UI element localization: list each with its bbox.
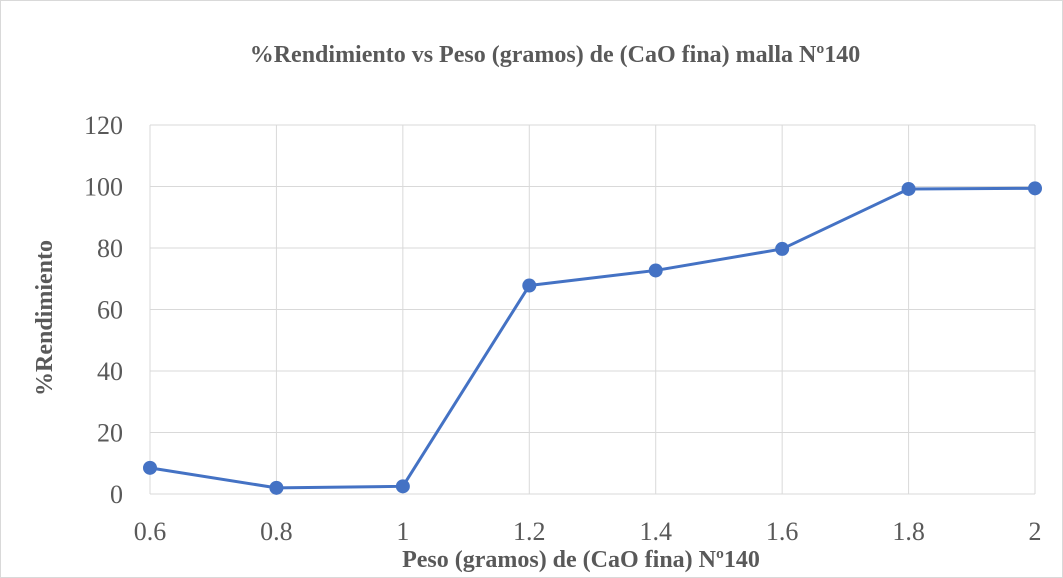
y-tick-label: 60 — [97, 296, 123, 325]
data-point — [1028, 181, 1042, 196]
x-tick-label: 0.6 — [134, 517, 167, 546]
y-tick-label: 80 — [97, 234, 123, 263]
data-point — [395, 479, 410, 494]
y-axis-ticks: 0 20 40 60 80 100 120 — [84, 111, 123, 509]
data-point — [775, 241, 790, 256]
y-tick-label: 20 — [97, 419, 123, 448]
chart-title: %Rendimiento vs Peso (gramos) de (CaO fi… — [250, 42, 861, 68]
data-point — [522, 278, 537, 293]
x-tick-label: 1.2 — [513, 517, 546, 546]
x-axis-title: Peso (gramos) de (CaO fina) Nº140 — [402, 547, 760, 573]
x-tick-label: 2 — [1029, 517, 1042, 546]
y-tick-label: 40 — [97, 357, 123, 386]
data-point — [269, 480, 284, 495]
gridlines — [149, 124, 1036, 495]
x-axis-ticks: 0.6 0.8 1 1.2 1.4 1.6 1.8 2 — [134, 517, 1042, 546]
data-point — [143, 460, 157, 475]
x-tick-label: 1.8 — [892, 517, 925, 546]
y-tick-label: 120 — [84, 111, 123, 140]
data-point — [901, 181, 916, 196]
y-tick-label: 100 — [84, 173, 123, 202]
x-tick-label: 0.8 — [260, 517, 293, 546]
series-line — [149, 186, 1036, 490]
y-tick-label: 0 — [110, 480, 123, 509]
x-tick-label: 1.6 — [766, 517, 799, 546]
data-point — [648, 263, 663, 278]
x-tick-label: 1.4 — [639, 517, 672, 546]
series-group — [143, 181, 1042, 495]
y-axis-title: %Rendimiento — [32, 240, 58, 396]
x-tick-label: 1 — [396, 517, 409, 546]
